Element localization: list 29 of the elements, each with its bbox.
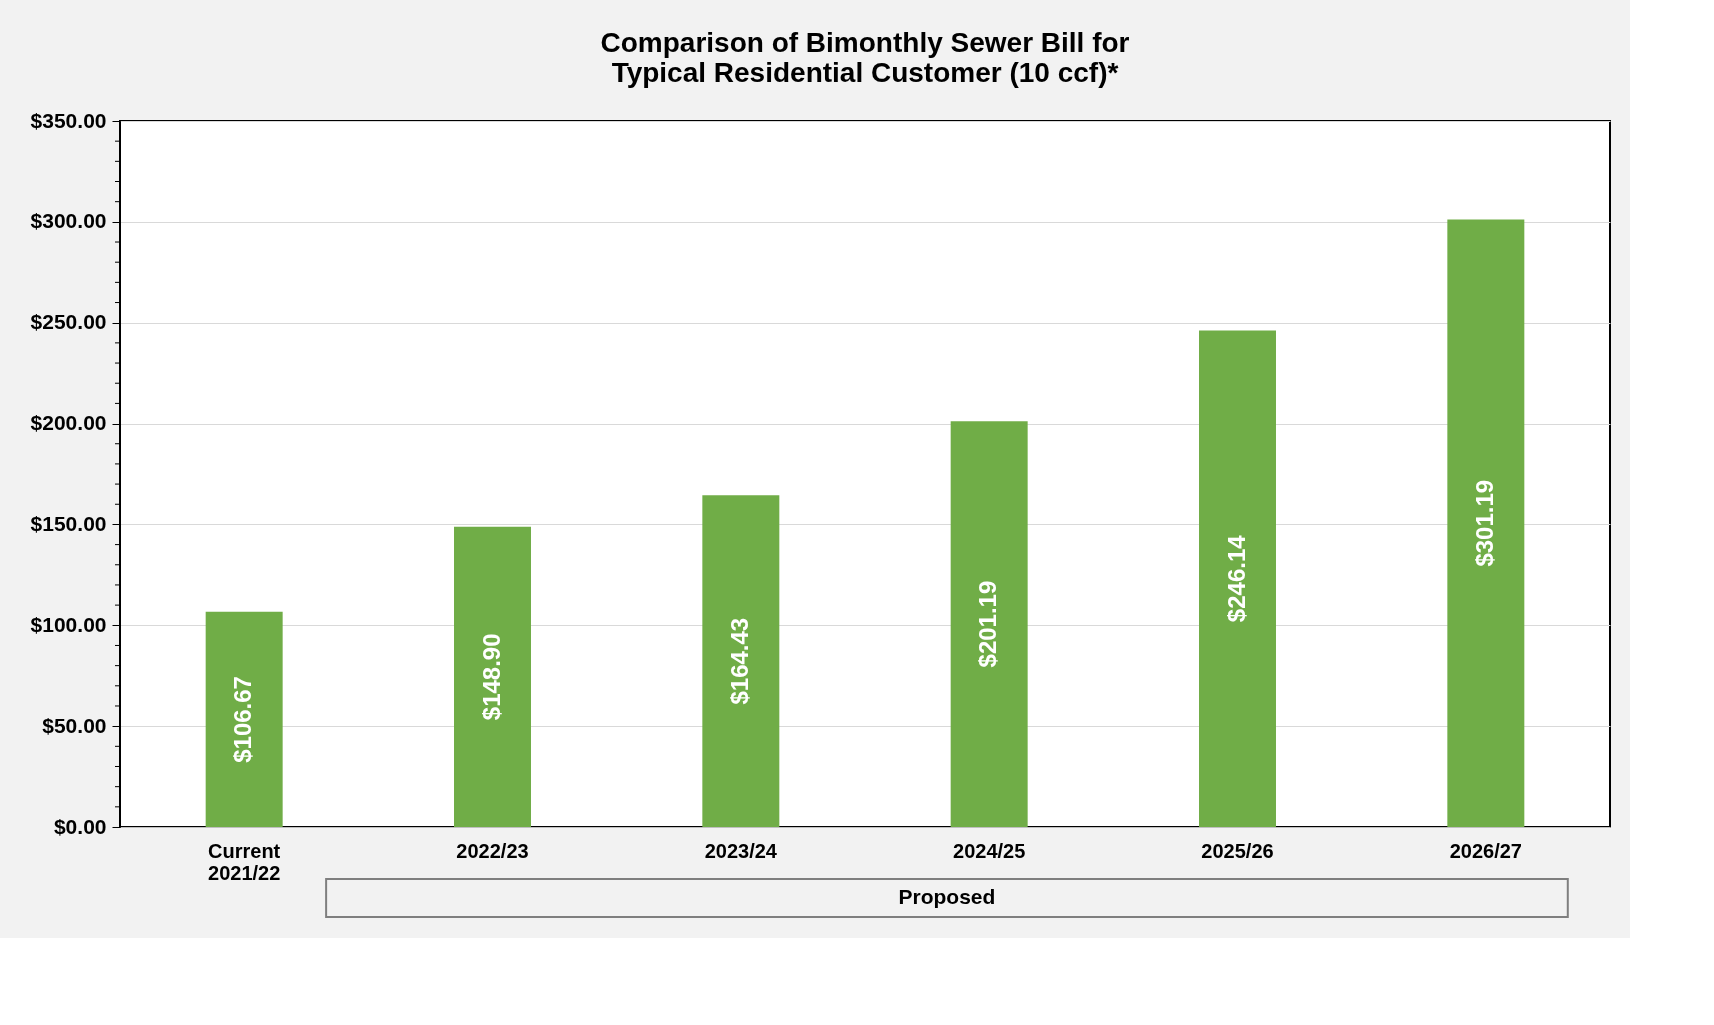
y-tick-label: $350.00 bbox=[30, 108, 107, 132]
data-label: $106.67 bbox=[229, 676, 257, 763]
bar bbox=[1447, 219, 1525, 827]
data-label: $246.14 bbox=[1222, 534, 1250, 623]
text: Typical Residential Customer (10 ccf)* bbox=[611, 57, 1119, 88]
bar bbox=[702, 495, 780, 827]
y-tick-label: $300.00 bbox=[30, 209, 107, 233]
data-label: $201.19 bbox=[974, 580, 1002, 668]
x-tick-label: 2023/24 bbox=[704, 839, 778, 862]
y-tick-label: $0.00 bbox=[53, 814, 107, 838]
bar bbox=[1199, 330, 1276, 827]
text: Comparison of Bimonthly Sewer Bill for bbox=[600, 27, 1130, 58]
x-tick-label: 2026/27 bbox=[1449, 839, 1522, 862]
bar bbox=[454, 526, 531, 827]
y-tick-label: $100.00 bbox=[30, 612, 107, 636]
x-tick-label: 2024/25 bbox=[953, 839, 1026, 862]
y-tick-label: $150.00 bbox=[30, 511, 107, 535]
y-tick-label: $50.00 bbox=[42, 713, 107, 737]
y-tick-label: $200.00 bbox=[30, 411, 107, 435]
bar bbox=[205, 611, 283, 827]
x-tick-label: Current 2021/22 bbox=[208, 839, 281, 884]
bar bbox=[950, 421, 1028, 827]
text: Proposed bbox=[898, 885, 996, 908]
x-tick-label: 2022/23 bbox=[456, 839, 529, 862]
x-tick-label: 2025/26 bbox=[1201, 839, 1274, 862]
data-label: $164.43 bbox=[725, 617, 753, 705]
data-label: $148.90 bbox=[477, 633, 505, 721]
y-tick-label: $250.00 bbox=[30, 310, 107, 334]
data-label: $301.19 bbox=[1470, 479, 1498, 567]
